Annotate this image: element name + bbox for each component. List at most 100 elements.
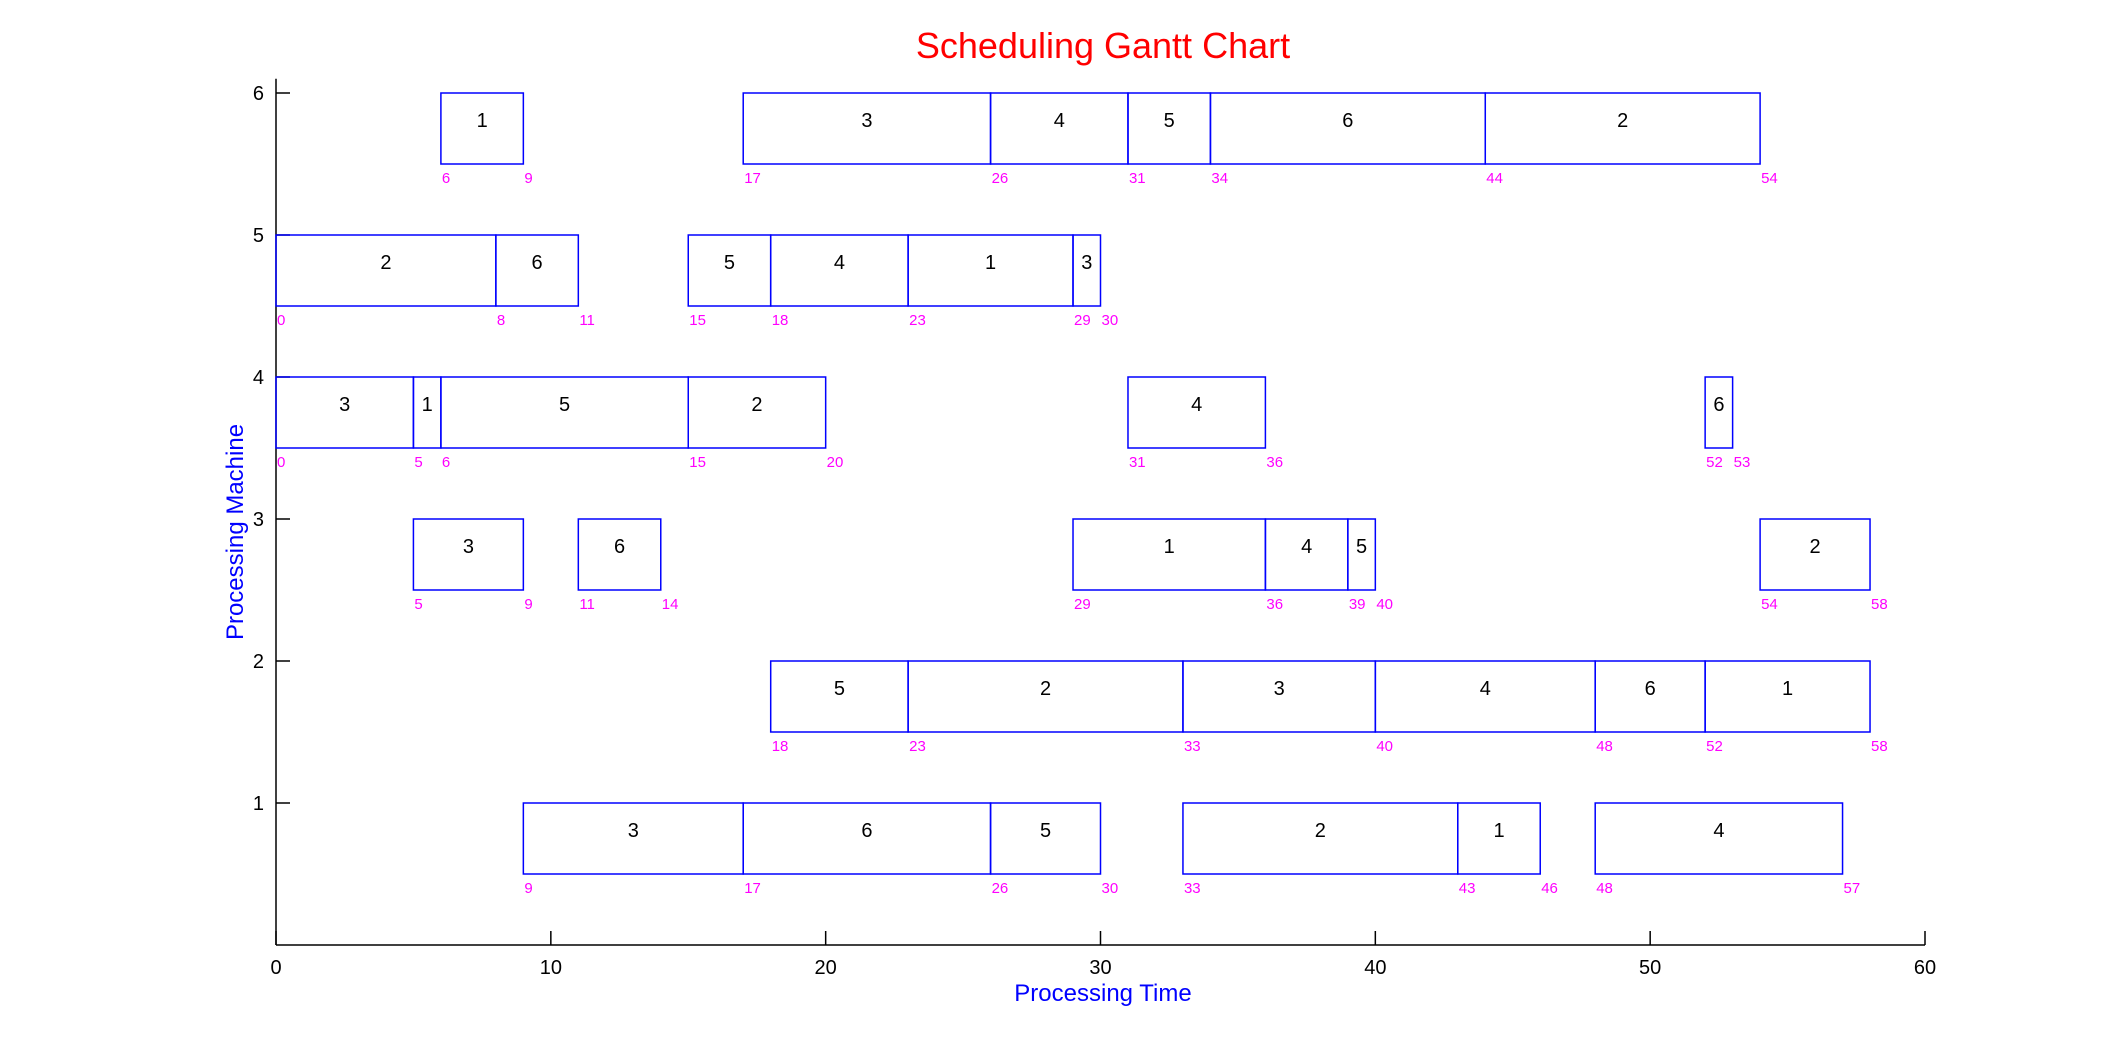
time-label: 54 (1761, 596, 1778, 613)
task-job-label: 6 (1342, 110, 1353, 132)
task-bar (495, 234, 580, 307)
time-label: 26 (992, 170, 1009, 187)
x-tick-label: 50 (1639, 957, 1661, 979)
task-job-label: 1 (477, 110, 488, 132)
time-label: 54 (1761, 170, 1778, 187)
task-job-label: 2 (1315, 820, 1326, 842)
task-job-label: 1 (1164, 536, 1175, 558)
time-label: 39 (1349, 596, 1366, 613)
time-label: 34 (1211, 170, 1228, 187)
task-bars: 3 6 5 2 1 45 2 3 4 6 13 6 1 4 5 23 1 5 2 4 62 6 5 4 1 31 3 4 5 6 2 (275, 92, 1871, 875)
task-job-label: 4 (1301, 536, 1312, 558)
task-bar (1457, 802, 1541, 875)
time-label: 23 (909, 312, 926, 329)
task-job-label: 1 (1493, 820, 1504, 842)
time-label: 43 (1459, 880, 1476, 897)
time-label: 31 (1129, 170, 1146, 187)
time-label: 0 (277, 454, 285, 471)
time-label: 29 (1074, 312, 1091, 329)
time-label: 48 (1596, 880, 1613, 897)
time-label: 36 (1266, 596, 1283, 613)
task-job-label: 6 (861, 820, 872, 842)
time-label: 5 (414, 596, 422, 613)
task-job-label: 5 (834, 678, 845, 700)
task-job-label: 1 (422, 394, 433, 416)
task-bar (440, 92, 525, 165)
chart-title: Scheduling Gantt Chart (916, 25, 1290, 66)
time-label: 48 (1596, 738, 1613, 755)
task-job-label: 5 (1356, 536, 1367, 558)
time-label: 44 (1486, 170, 1503, 187)
time-label: 53 (1734, 454, 1751, 471)
task-job-label: 3 (1081, 252, 1092, 274)
task-job-label: 2 (751, 394, 762, 416)
y-tick-label: 6 (253, 83, 264, 105)
task-bar (1759, 518, 1871, 591)
time-label: 40 (1376, 596, 1393, 613)
task-bar (1594, 802, 1844, 875)
task-job-label: 6 (532, 252, 543, 274)
task-bar (989, 802, 1102, 875)
time-label: 29 (1074, 596, 1091, 613)
x-axis-label: Processing Time (1014, 980, 1191, 1007)
task-bar (577, 518, 662, 591)
task-bar (687, 376, 827, 449)
time-label: 33 (1184, 880, 1201, 897)
time-label: 11 (579, 312, 595, 329)
time-label: 33 (1184, 738, 1201, 755)
x-tick-label: 40 (1364, 957, 1386, 979)
time-label: 18 (772, 312, 789, 329)
time-label: 40 (1376, 738, 1393, 755)
time-label: 5 (414, 454, 422, 471)
time-label: 36 (1266, 454, 1283, 471)
x-tick-label: 20 (815, 957, 837, 979)
task-bar (1072, 234, 1102, 307)
time-label: 9 (524, 170, 532, 187)
y-tick-label: 2 (253, 651, 264, 673)
time-label: 58 (1871, 596, 1888, 613)
task-job-label: 6 (1713, 394, 1724, 416)
x-tick-label: 0 (270, 957, 281, 979)
task-job-label: 5 (559, 394, 570, 416)
task-job-label: 3 (1274, 678, 1285, 700)
time-label: 6 (442, 454, 450, 471)
time-label: 15 (689, 312, 706, 329)
time-label: 52 (1706, 454, 1723, 471)
x-tick-label: 30 (1089, 957, 1111, 979)
task-job-label: 3 (628, 820, 639, 842)
time-label: 57 (1844, 880, 1861, 897)
time-label: 58 (1871, 738, 1888, 755)
time-label: 26 (992, 880, 1009, 897)
task-job-label: 2 (1040, 678, 1051, 700)
time-label: 20 (827, 454, 844, 471)
task-job-label: 4 (1054, 110, 1065, 132)
task-bar (1347, 518, 1377, 591)
task-job-label: 4 (1191, 394, 1202, 416)
time-label: 17 (744, 170, 761, 187)
time-label: 14 (662, 596, 679, 613)
time-label: 9 (524, 596, 532, 613)
task-job-label: 3 (463, 536, 474, 558)
task-bar (412, 518, 525, 591)
y-tick-label: 3 (253, 509, 264, 531)
time-label: 9 (524, 880, 532, 897)
y-tick-label: 5 (253, 225, 264, 247)
x-tick-label: 60 (1914, 957, 1936, 979)
time-label: 52 (1706, 738, 1723, 755)
x-tick-label: 10 (540, 957, 562, 979)
task-job-label: 3 (339, 394, 350, 416)
task-job-label: 5 (1164, 110, 1175, 132)
time-label: 30 (1102, 312, 1119, 329)
time-label: 8 (497, 312, 505, 329)
task-bar (1484, 92, 1761, 165)
time-label: 46 (1541, 880, 1558, 897)
task-job-label: 4 (834, 252, 845, 274)
task-job-label: 4 (1480, 678, 1491, 700)
time-label: 18 (772, 738, 789, 755)
task-bar (1127, 376, 1267, 449)
time-label: 23 (909, 738, 926, 755)
task-job-label: 5 (724, 252, 735, 274)
